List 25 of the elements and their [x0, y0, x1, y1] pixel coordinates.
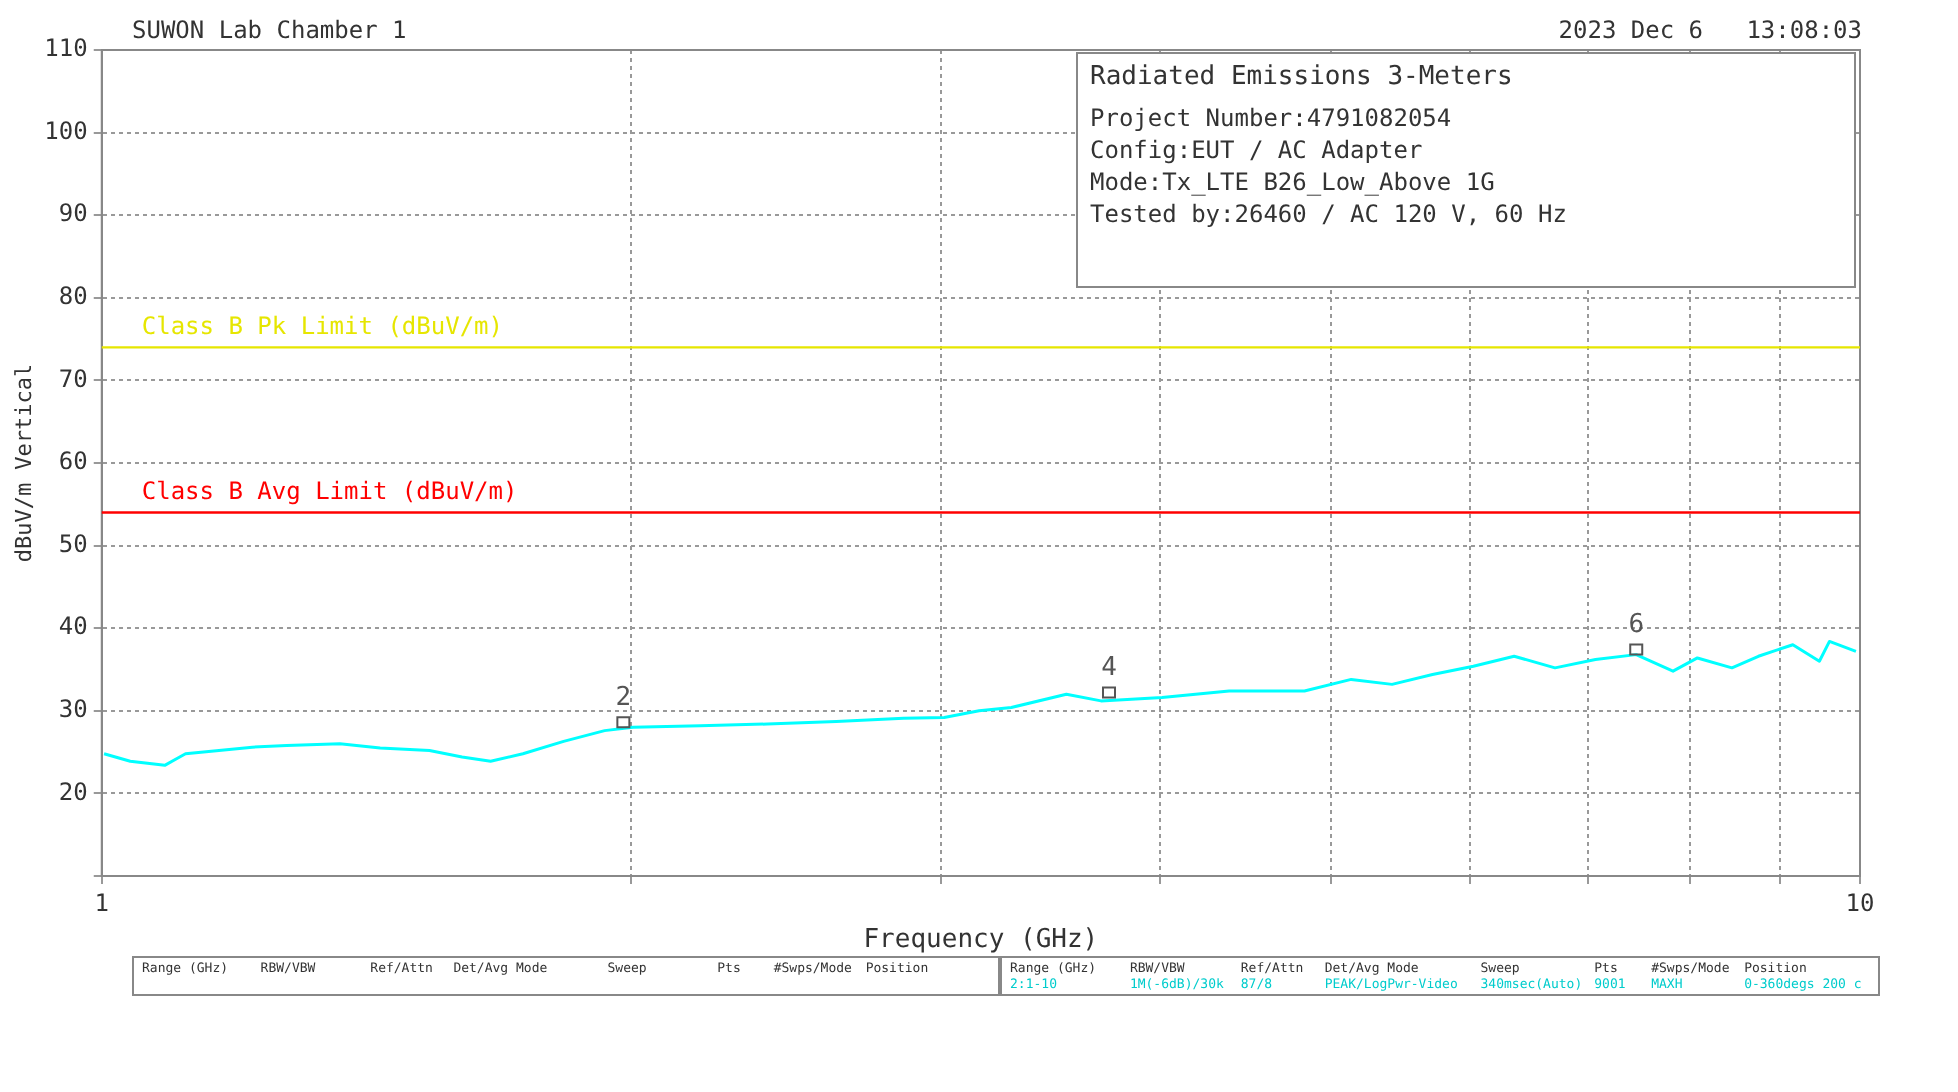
ref-line-label: Class B Pk Limit (dBuV/m) [141, 311, 503, 340]
chart-title: Radiated Emissions 3-Meters [1090, 62, 1513, 92]
x-tick-label: 1 [94, 888, 109, 917]
x-axis-title: Frequency (GHz) [863, 925, 1099, 956]
annotation: 2 [615, 682, 632, 713]
y-tick-label: 110 [44, 34, 88, 63]
annotation: Config:EUT / AC Adapter [1090, 134, 1425, 166]
y-tick-label: 30 [58, 695, 88, 724]
y-tick-label: 20 [58, 777, 88, 806]
y-tick-label: 60 [58, 447, 88, 476]
annotation: Tested by:26460 / AC 120 V, 60 Hz [1090, 198, 1569, 230]
y-tick-label: 100 [44, 116, 88, 145]
y-tick-label: 90 [58, 199, 88, 228]
y-tick-label: 50 [58, 529, 88, 558]
y-axis-title: dBuV/m Vertical [10, 363, 37, 563]
ref-line-label: Class B Avg Limit (dBuV/m) [141, 476, 518, 505]
y-tick-label: 80 [58, 282, 88, 311]
annotation: Mode:Tx_LTE B26_Low_Above 1G [1090, 166, 1497, 198]
text: 2023 Dec 6 13:08:03 [1558, 16, 1862, 44]
x-tick-label: 10 [1845, 888, 1875, 917]
annotation: 4 [1101, 653, 1118, 684]
text: SUWON Lab Chamber 1 [132, 16, 407, 44]
annotation: Project Number:4791082054 [1090, 102, 1454, 134]
y-tick-label: 40 [58, 612, 88, 641]
y-tick-label: 70 [58, 364, 88, 393]
